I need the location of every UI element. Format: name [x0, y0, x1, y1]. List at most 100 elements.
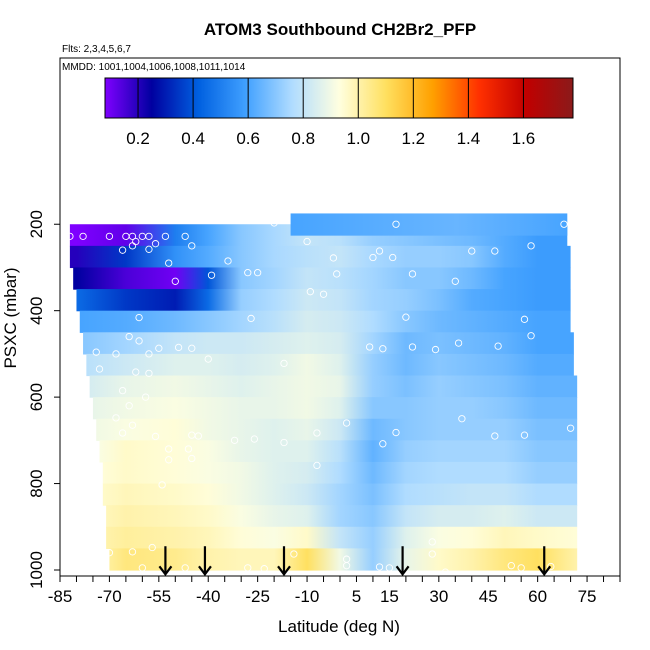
- heatmap-band: [73, 267, 571, 290]
- sample-point: [313, 461, 321, 470]
- sample-point: [230, 436, 239, 444]
- flight-arrow: [158, 546, 173, 577]
- sample-point: [145, 232, 153, 240]
- sample-point: [431, 345, 440, 354]
- sample-point: [333, 270, 341, 278]
- sample-point: [527, 242, 535, 250]
- heatmap-band: [106, 505, 578, 528]
- flight-arrow: [277, 546, 291, 577]
- x-tick-label: 45: [479, 587, 498, 606]
- sample-point: [365, 343, 374, 351]
- sample-point: [165, 445, 173, 453]
- sample-point: [128, 232, 137, 240]
- sample-point: [118, 246, 127, 254]
- sample-point: [135, 337, 143, 345]
- sample-point: [306, 288, 315, 296]
- y-tick-label: 1000: [27, 551, 46, 589]
- sample-point: [402, 313, 410, 321]
- x-tick-label: 5: [352, 587, 361, 606]
- heatmap: [69, 213, 578, 571]
- x-tick-label: 75: [578, 587, 597, 606]
- sample-point: [125, 332, 133, 341]
- sample-point: [148, 543, 156, 552]
- x-axis-label: Latitude (deg N): [278, 617, 400, 636]
- sample-point: [520, 315, 529, 323]
- colorbar-tick-label: 0.2: [126, 129, 150, 148]
- sample-point: [207, 271, 216, 279]
- x-tick-label: -70: [97, 587, 122, 606]
- sample-point: [303, 237, 311, 246]
- sample-point: [428, 538, 436, 546]
- sample-point: [517, 564, 525, 572]
- sample-point: [95, 538, 104, 546]
- sample-point: [566, 424, 575, 432]
- chart-title: ATOM3 Southbound CH2Br2_PFP: [204, 20, 476, 39]
- sample-point: [194, 432, 203, 440]
- sample-point: [161, 232, 170, 240]
- sample-point: [128, 421, 137, 429]
- sample-point: [250, 435, 259, 443]
- x-tick-label: -55: [147, 587, 172, 606]
- sample-point: [145, 350, 153, 358]
- sample-point: [125, 402, 133, 410]
- sample-point: [145, 369, 153, 377]
- x-tick-label: 30: [429, 587, 448, 606]
- y-tick-label: 400: [27, 296, 46, 324]
- sample-point: [155, 344, 163, 352]
- colorbar-tick-label: 0.8: [291, 129, 315, 148]
- sample-point: [454, 339, 463, 347]
- sample-point: [105, 232, 114, 240]
- sample-point: [494, 342, 502, 350]
- y-axis: 200 400 600 800 1000: [27, 210, 60, 589]
- sample-point: [319, 290, 328, 298]
- colorbar: 0.2 0.4 0.6 0.8 1.0 1.2 1.4 1.6: [104, 77, 574, 148]
- colorbar-tick-label: 1.6: [512, 129, 536, 148]
- sample-point: [204, 355, 212, 363]
- sample-point: [171, 277, 179, 285]
- sample-point: [184, 445, 193, 453]
- sample-point: [270, 219, 278, 227]
- sample-point: [369, 253, 377, 262]
- sample-point: [105, 549, 114, 557]
- sample-point: [428, 550, 436, 558]
- sample-point: [280, 359, 288, 368]
- colorbar-tick-label: 1.2: [402, 129, 426, 148]
- y-axis-label: PSXC (mbar): [1, 267, 20, 368]
- y-tick-label: 600: [27, 383, 46, 411]
- sample-point: [151, 432, 160, 441]
- heatmap-band: [290, 213, 568, 236]
- sample-point: [392, 428, 400, 437]
- sample-point: [379, 440, 387, 448]
- x-tick-label: 60: [528, 587, 547, 606]
- heatmap-band: [106, 526, 578, 549]
- sample-point: [392, 220, 400, 228]
- sample-point: [118, 429, 127, 437]
- flight-arrow: [537, 546, 552, 577]
- sample-point: [95, 365, 104, 373]
- sample-point: [188, 344, 196, 352]
- sample-point: [174, 343, 183, 352]
- flight-arrows: [158, 546, 552, 577]
- colorbar-tick-label: 0.4: [181, 129, 205, 148]
- sample-point: [260, 565, 268, 573]
- sample-point: [158, 481, 166, 489]
- x-axis: -85 -70 -55 -40 -25 -10 5 15 30 45 60 75: [48, 576, 621, 606]
- colorbar-tick-label: 0.6: [236, 129, 260, 148]
- sample-point: [527, 332, 535, 340]
- sample-point: [375, 563, 384, 571]
- heatmap-band: [69, 245, 571, 269]
- colorbar-tick-label: 1.0: [346, 129, 370, 148]
- sample-point: [290, 550, 298, 558]
- sample-point: [135, 313, 143, 322]
- sample-point: [468, 247, 476, 255]
- y-tick-label: 800: [27, 469, 46, 497]
- flight-arrow: [198, 546, 212, 577]
- sample-points: [66, 219, 575, 576]
- sample-point: [547, 562, 555, 571]
- heatmap-band: [79, 310, 571, 333]
- sample-point: [141, 393, 150, 401]
- sample-point: [66, 232, 74, 240]
- heatmap-band: [76, 289, 571, 312]
- sample-point: [253, 268, 262, 277]
